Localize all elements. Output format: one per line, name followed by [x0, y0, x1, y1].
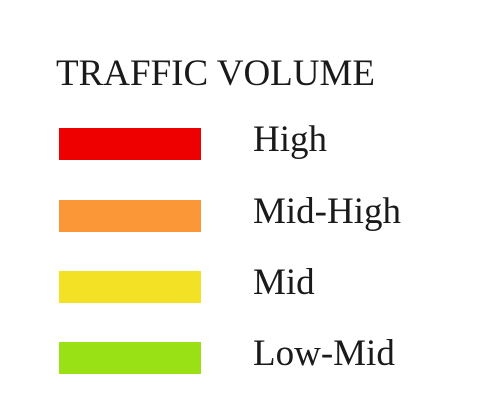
- legend-label-mid: Mid: [253, 262, 315, 303]
- legend-label-high: High: [253, 119, 327, 160]
- legend-label-low-mid: Low-Mid: [253, 333, 395, 374]
- legend-swatch-high: [59, 128, 201, 160]
- legend-item-low-mid: Low-Mid: [0, 332, 500, 382]
- legend-item-mid-high: Mid-High: [0, 190, 500, 240]
- legend-label-mid-high: Mid-High: [253, 191, 401, 232]
- legend-item-mid: Mid: [0, 261, 500, 311]
- legend-swatch-mid-high: [59, 200, 201, 232]
- legend-title: TRAFFIC VOLUME: [56, 53, 375, 94]
- legend-item-high: High: [0, 118, 500, 168]
- legend-swatch-mid: [59, 271, 201, 303]
- legend-swatch-low-mid: [59, 342, 201, 374]
